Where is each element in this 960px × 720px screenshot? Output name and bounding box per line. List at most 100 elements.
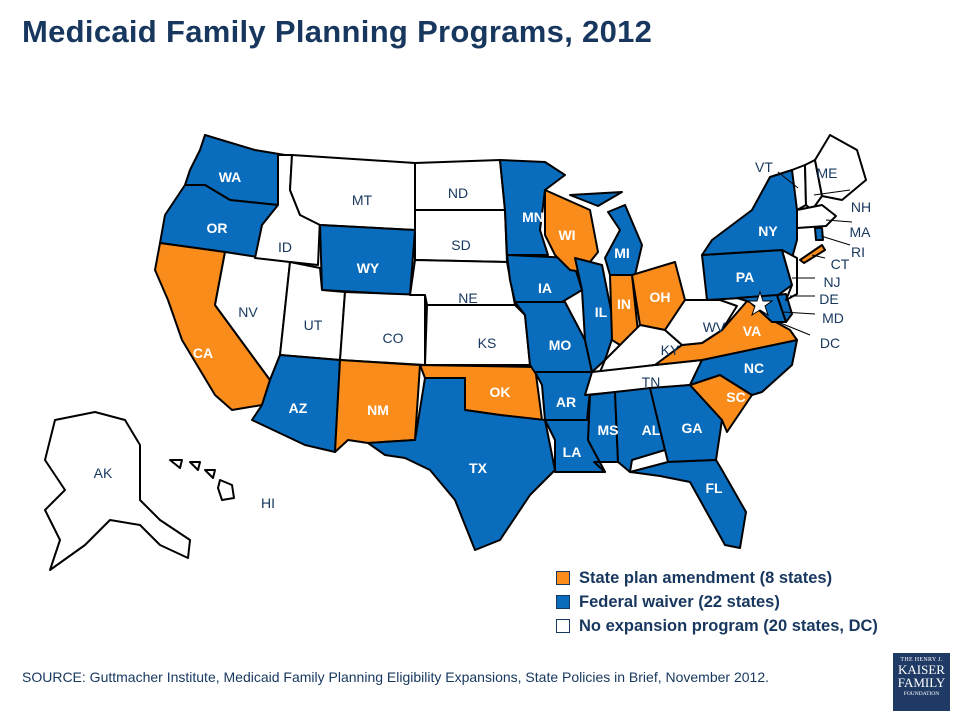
state-shape [544, 189, 599, 273]
state-shape [804, 159, 823, 211]
state-label: TN [642, 374, 661, 390]
logo-text: FAMILY [897, 675, 946, 690]
state-label: OH [650, 289, 671, 305]
state-shape [701, 169, 798, 259]
legend-item-no-expansion: No expansion program (20 states, DC) [556, 614, 878, 638]
state-label: ND [448, 185, 468, 201]
dc-star-icon [746, 290, 774, 317]
state-shape [204, 469, 216, 479]
state-label: PA [736, 269, 754, 285]
state-label: MD [822, 310, 844, 326]
state-shape [569, 191, 623, 207]
leader-line [777, 321, 811, 336]
state-label: AZ [289, 400, 308, 416]
state-label: MN [522, 209, 544, 225]
state-label: WV [703, 319, 726, 335]
state-ny [701, 169, 798, 259]
leader-line [782, 311, 816, 315]
legend-swatch [556, 595, 570, 609]
state-shape [169, 459, 183, 469]
state-shape [796, 204, 837, 229]
state-label: NV [238, 304, 258, 320]
state-shape [689, 339, 798, 396]
leader-line [820, 235, 851, 246]
state-label: RI [851, 244, 865, 260]
state-ma [796, 204, 837, 229]
state-shape [574, 257, 616, 373]
state-sd [414, 209, 508, 263]
state-label: MT [352, 192, 373, 208]
state-label: HI [261, 495, 275, 511]
state-label: VA [743, 323, 761, 339]
state-label: OK [490, 384, 511, 400]
state-label: NJ [823, 274, 840, 290]
state-hi [169, 459, 235, 501]
state-mn [499, 159, 566, 256]
state-co [339, 291, 426, 366]
state-shape [339, 291, 426, 366]
legend: State plan amendment (8 states) Federal … [556, 566, 878, 638]
state-label: ME [817, 165, 838, 181]
state-label: IN [617, 296, 631, 312]
state-label: TX [469, 460, 488, 476]
state-wv [664, 299, 738, 346]
state-label: DC [820, 335, 840, 351]
state-label: CO [383, 330, 404, 346]
state-label: WY [357, 260, 380, 276]
state-label: IA [538, 280, 552, 296]
state-label: NC [744, 360, 764, 376]
page-title: Medicaid Family Planning Programs, 2012 [22, 14, 653, 49]
state-label: MA [850, 224, 872, 240]
state-label: NY [758, 223, 778, 239]
state-shape [781, 249, 798, 301]
state-il [574, 257, 616, 373]
state-label: CT [831, 256, 850, 272]
leader-line [811, 254, 826, 259]
state-label: SC [726, 389, 745, 405]
state-shape [604, 204, 643, 276]
state-label: IL [595, 304, 608, 320]
state-shape [414, 209, 508, 263]
legend-item-federal-waiver: Federal waiver (22 states) [556, 590, 878, 614]
legend-label: State plan amendment (8 states) [579, 568, 833, 587]
state-shape [814, 134, 867, 201]
state-label: WI [558, 227, 575, 243]
state-label: MI [614, 245, 630, 261]
state-shape [629, 459, 747, 549]
state-label: UT [304, 317, 323, 333]
state-label: AK [94, 465, 113, 481]
state-shape [664, 299, 738, 346]
state-label: DE [819, 291, 838, 307]
state-label: FL [705, 480, 723, 496]
state-label: WA [219, 169, 242, 185]
kaiser-family-foundation-logo: THE HENRY J. KAISER FAMILY FOUNDATION [893, 653, 950, 711]
state-shape [799, 244, 826, 264]
leader-line [813, 189, 851, 196]
legend-label: No expansion program (20 states, DC) [579, 616, 878, 635]
state-label: KY [661, 342, 680, 358]
state-label: OR [207, 220, 228, 236]
state-de [776, 293, 793, 323]
state-label: NE [458, 290, 477, 306]
state-label: NH [851, 199, 871, 215]
source-note: SOURCE: Guttmacher Institute, Medicaid F… [22, 669, 769, 685]
state-label: AL [642, 422, 661, 438]
state-nj [781, 249, 798, 301]
state-shape [367, 377, 556, 551]
legend-swatch [556, 571, 570, 585]
leader-line [825, 219, 853, 223]
state-shape [44, 411, 191, 571]
state-me [814, 134, 867, 201]
state-label: LA [563, 444, 582, 460]
state-label: MO [549, 337, 572, 353]
state-nh [804, 159, 823, 211]
logo-text: FOUNDATION [903, 691, 940, 697]
state-nc [689, 339, 798, 396]
state-fl [629, 459, 747, 549]
legend-item-state-plan-amendment: State plan amendment (8 states) [556, 566, 878, 590]
state-label: MS [598, 422, 619, 438]
state-shape [776, 293, 793, 323]
logo-text: THE HENRY J. [900, 657, 943, 663]
state-label: NM [367, 402, 389, 418]
